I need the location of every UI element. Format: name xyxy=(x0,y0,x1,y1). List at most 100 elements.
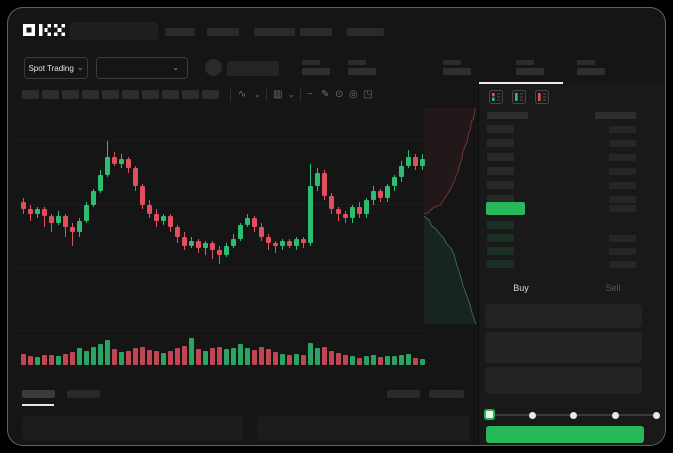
slider-handle[interactable] xyxy=(484,409,495,420)
ask-price-placeholder[interactable] xyxy=(487,181,514,189)
chevron-down-icon[interactable]: ⌄ xyxy=(254,90,261,99)
book-view-asks-icon[interactable] xyxy=(535,90,549,104)
slider-stop-dot[interactable] xyxy=(570,412,577,419)
volume-bar xyxy=(238,344,243,365)
slider-stop-dot[interactable] xyxy=(611,412,619,419)
timeframe-slot[interactable] xyxy=(202,90,219,99)
pair-dropdown[interactable]: ⌄ xyxy=(96,57,188,79)
tab-sell[interactable]: Sell xyxy=(605,283,621,293)
bid-price-placeholder[interactable] xyxy=(487,260,514,268)
volume-bar xyxy=(56,356,61,365)
indicator-icon[interactable]: ∿ xyxy=(238,89,247,100)
candle-body xyxy=(98,175,103,191)
candle-body xyxy=(189,241,194,246)
candle-body xyxy=(413,156,418,166)
book-header-price xyxy=(487,112,528,119)
bottom-action-placeholder[interactable] xyxy=(429,390,464,398)
candle-body xyxy=(119,159,124,164)
bottom-action-placeholder[interactable] xyxy=(387,390,420,398)
active-tab-underline xyxy=(22,404,54,406)
volume-bar xyxy=(378,357,383,365)
volume-bar xyxy=(350,356,355,365)
nav-item-placeholder[interactable] xyxy=(165,28,195,36)
total-input[interactable] xyxy=(485,367,642,394)
volume-bar xyxy=(252,350,257,365)
coin-avatar[interactable] xyxy=(205,59,222,76)
buy-submit-button[interactable] xyxy=(486,426,644,443)
candle-body xyxy=(357,206,362,214)
ask-price-placeholder[interactable] xyxy=(487,195,514,203)
ask-price-placeholder[interactable] xyxy=(487,125,514,133)
ask-amount-placeholder[interactable] xyxy=(609,126,636,133)
volume-bar xyxy=(70,351,75,365)
market-type-label: Spot Trading xyxy=(28,63,74,73)
nav-item-placeholder[interactable] xyxy=(347,28,384,36)
settings-icon[interactable]: ◎ xyxy=(349,89,358,100)
volume-bar xyxy=(175,348,180,365)
candle-body xyxy=(175,227,180,237)
slider-stop-dot[interactable] xyxy=(528,412,536,419)
book-view-bids-icon[interactable] xyxy=(512,90,526,104)
price-input[interactable] xyxy=(485,304,642,328)
volume-bar xyxy=(28,355,33,365)
candle-body xyxy=(49,216,54,223)
timeframe-slot[interactable] xyxy=(82,90,99,99)
candle-body xyxy=(161,216,166,221)
bid-price-placeholder[interactable] xyxy=(487,247,514,255)
timeframe-slot[interactable] xyxy=(22,90,39,99)
bottom-tab[interactable] xyxy=(67,390,100,398)
nav-item-placeholder[interactable] xyxy=(254,28,295,36)
price-placeholder xyxy=(227,61,279,76)
timeframe-slot[interactable] xyxy=(62,90,79,99)
ask-price-placeholder[interactable] xyxy=(487,153,514,161)
candle-body xyxy=(280,241,285,246)
amount-placeholder[interactable] xyxy=(609,205,636,212)
ask-amount-placeholder[interactable] xyxy=(609,154,636,161)
candle-body xyxy=(364,200,369,214)
depth-chart xyxy=(424,108,477,324)
ticker-stat xyxy=(577,60,607,76)
candle-wick xyxy=(72,222,73,246)
candle-body xyxy=(112,156,117,164)
candle-wick xyxy=(275,241,276,253)
volume-bar xyxy=(301,355,306,365)
timeframe-slot[interactable] xyxy=(122,90,139,99)
nav-item-placeholder[interactable] xyxy=(300,28,332,36)
candle-style-icon[interactable]: ▥ xyxy=(273,89,283,100)
bottom-tab-active[interactable] xyxy=(22,390,55,398)
ask-amount-placeholder[interactable] xyxy=(609,168,636,175)
bid-price-placeholder[interactable] xyxy=(487,221,514,229)
candle-body xyxy=(378,190,383,198)
nav-item-placeholder[interactable] xyxy=(207,28,239,36)
timeframe-slot[interactable] xyxy=(42,90,59,99)
fullscreen-icon[interactable]: ◳ xyxy=(363,89,373,100)
candle-body xyxy=(147,204,152,214)
book-view-all-icon[interactable] xyxy=(489,90,503,104)
timeframe-slot[interactable] xyxy=(182,90,199,99)
ask-amount-placeholder[interactable] xyxy=(609,196,636,203)
timeframe-slot[interactable] xyxy=(102,90,119,99)
candle-body xyxy=(63,216,68,228)
chevron-down-icon[interactable]: ⌄ xyxy=(288,90,295,99)
bid-amount-placeholder[interactable] xyxy=(609,248,636,255)
ask-price-placeholder[interactable] xyxy=(487,139,514,147)
ask-amount-placeholder[interactable] xyxy=(609,140,636,147)
ask-price-placeholder[interactable] xyxy=(487,167,514,175)
timeframe-slot[interactable] xyxy=(142,90,159,99)
timeframe-slot[interactable] xyxy=(162,90,179,99)
okx-logo[interactable] xyxy=(23,23,65,37)
camera-icon[interactable]: ⊙ xyxy=(335,89,344,100)
market-type-selector[interactable]: Spot Trading ⌄ xyxy=(24,57,88,79)
candle-body xyxy=(308,186,313,244)
tab-buy[interactable]: Buy xyxy=(513,283,529,293)
draw-tool-icon[interactable]: ✎ xyxy=(321,89,330,100)
line-tool-icon[interactable]: ~ xyxy=(307,89,313,100)
bid-amount-placeholder[interactable] xyxy=(609,235,636,242)
ask-amount-placeholder[interactable] xyxy=(609,182,636,189)
slider-stop-dot[interactable] xyxy=(653,412,660,419)
pair-title-placeholder xyxy=(70,22,158,40)
amount-input[interactable] xyxy=(485,332,642,363)
bid-amount-placeholder[interactable] xyxy=(609,261,636,268)
last-price-highlight[interactable] xyxy=(486,202,525,215)
bid-price-placeholder[interactable] xyxy=(487,234,514,242)
